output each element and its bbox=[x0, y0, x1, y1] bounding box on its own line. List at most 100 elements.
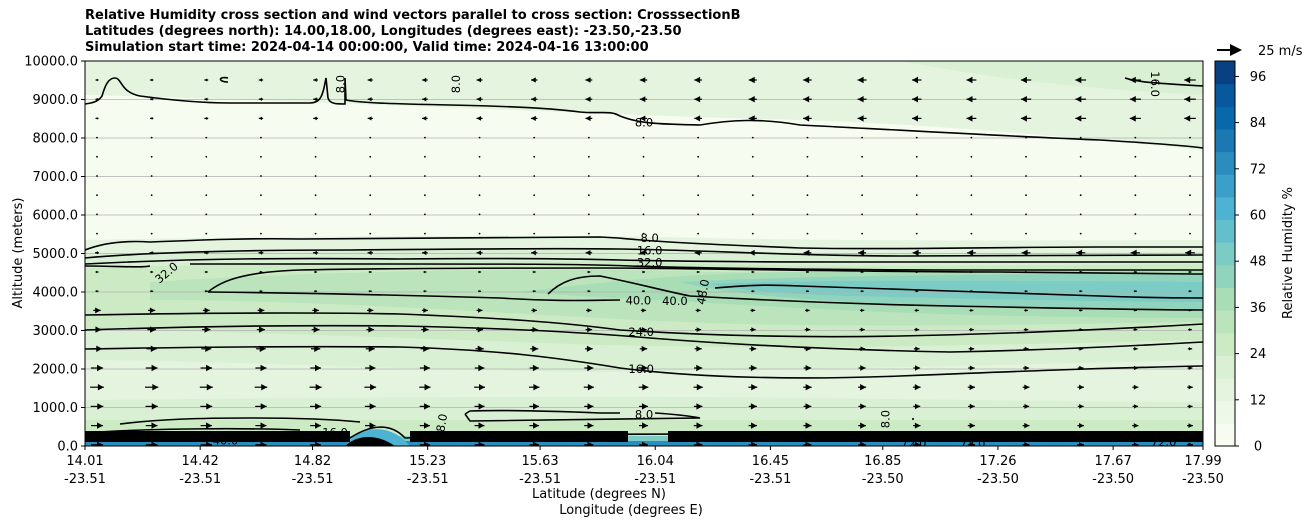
wind-vector-head bbox=[697, 290, 700, 293]
wind-vector-head bbox=[696, 364, 703, 372]
wind-vector-head bbox=[423, 364, 430, 372]
wind-vector-head bbox=[752, 290, 755, 293]
contour-label-group: 40.0 bbox=[626, 293, 652, 307]
colorbar-tick-label: 96 bbox=[1250, 70, 1267, 85]
wind-vector bbox=[1134, 194, 1137, 197]
wind-vector-head bbox=[206, 384, 213, 391]
chart-title: Relative Humidity cross section and wind… bbox=[85, 8, 741, 56]
wind-vector-head bbox=[260, 403, 267, 410]
wind-vector-head bbox=[370, 384, 377, 391]
wind-vector-head bbox=[1130, 249, 1137, 256]
y-tick-label: 1000.0 bbox=[33, 401, 79, 416]
wind-vector bbox=[1189, 232, 1191, 235]
wind-vector bbox=[260, 175, 262, 177]
wind-vector bbox=[533, 194, 536, 197]
wind-vector bbox=[1025, 175, 1027, 177]
plot-area: 8.0 8.0 16.08.08.016.032.032.040.0 40.0 48.0… bbox=[85, 61, 1203, 446]
contour-label: 40.0 bbox=[626, 293, 652, 307]
wind-vector-head bbox=[748, 76, 755, 84]
wind-vector-head bbox=[857, 115, 864, 122]
wind-vector-head bbox=[204, 307, 210, 314]
wind-vector-head bbox=[1189, 290, 1192, 293]
wind-vector-head bbox=[369, 270, 372, 274]
wind-vector bbox=[861, 155, 863, 158]
wind-vector-head bbox=[1079, 384, 1084, 390]
wind-vector-head bbox=[204, 97, 208, 101]
wind-vector bbox=[314, 175, 317, 177]
wind-vector bbox=[1025, 194, 1027, 197]
wind-vector-head bbox=[696, 345, 702, 352]
wind-vector-head bbox=[697, 270, 700, 274]
wind-vector bbox=[1189, 194, 1191, 197]
wind-vector-head bbox=[96, 345, 103, 352]
wind-vector-head bbox=[694, 96, 701, 103]
contour-16-topright bbox=[1124, 77, 1203, 87]
wind-vector-head bbox=[915, 346, 920, 352]
wind-vector-head bbox=[696, 403, 703, 410]
wind-vector-head bbox=[1079, 309, 1083, 312]
contour-label-group: 24.0 bbox=[249, 430, 275, 444]
wind-vector-head bbox=[803, 76, 810, 84]
wind-vector bbox=[697, 232, 700, 235]
wind-vector-head bbox=[258, 250, 263, 255]
wind-vector-head bbox=[587, 441, 594, 446]
wind-vector-head bbox=[966, 115, 973, 122]
contour-8-left-low bbox=[119, 417, 361, 425]
wind-vector-head bbox=[424, 441, 430, 446]
wind-vector bbox=[861, 232, 863, 235]
wind-vector-head bbox=[423, 307, 428, 313]
y-tick-label: 10000.0 bbox=[24, 55, 78, 70]
wind-vector-head bbox=[860, 365, 866, 371]
wind-vector-head bbox=[751, 441, 757, 446]
wind-vector-head bbox=[477, 345, 484, 352]
wind-vector-head bbox=[1188, 442, 1193, 446]
y-tick-label: 7000.0 bbox=[33, 170, 79, 185]
wind-vector bbox=[150, 155, 153, 158]
wind-vector-head bbox=[751, 346, 757, 352]
contour-label: 24.0 bbox=[628, 325, 654, 339]
wind-vector-head bbox=[915, 308, 919, 313]
wind-vector-head bbox=[533, 422, 539, 429]
wind-vector-head bbox=[313, 250, 317, 255]
wind-vector-head bbox=[478, 290, 482, 293]
wind-vector-head bbox=[1184, 115, 1191, 122]
wind-vector bbox=[150, 194, 153, 197]
wind-vector-head bbox=[969, 403, 975, 410]
wind-vector-head bbox=[530, 115, 536, 121]
wind-vector-head bbox=[916, 270, 919, 274]
wind-vector-head bbox=[530, 77, 536, 83]
contour-label-group: 8.0 bbox=[449, 75, 463, 93]
contour-8-mid bbox=[85, 236, 1203, 251]
wind-vector-head bbox=[478, 441, 485, 446]
wind-vector-head bbox=[1020, 96, 1027, 103]
wind-vector-head bbox=[1079, 365, 1084, 371]
x-tick-label-lat: 17.67 bbox=[1095, 454, 1132, 469]
colorbar-label: Relative Humidity % bbox=[1281, 187, 1296, 319]
wind-vector-head bbox=[533, 290, 536, 293]
wind-vector-head bbox=[260, 270, 263, 274]
wind-vector bbox=[424, 175, 426, 177]
wind-vector-head bbox=[1134, 346, 1138, 351]
wind-vector-head bbox=[478, 403, 485, 410]
wind-vector-head bbox=[1079, 422, 1084, 429]
colorbar-swatch bbox=[1215, 196, 1235, 221]
wind-vector-head bbox=[149, 326, 156, 333]
wind-vector-head bbox=[642, 384, 649, 391]
wind-vector-head bbox=[914, 441, 921, 446]
contour-label: 8.0 bbox=[433, 413, 450, 433]
contour-label: 8.0 bbox=[635, 116, 653, 130]
wind-vector-head bbox=[1133, 404, 1139, 409]
x-tick-label-lat: 16.85 bbox=[864, 454, 901, 469]
surface-band-center bbox=[410, 431, 628, 442]
wind-vector bbox=[642, 136, 645, 139]
wind-vector bbox=[970, 175, 973, 177]
wind-vector-head bbox=[1024, 346, 1029, 351]
wind-vector-head bbox=[478, 422, 485, 429]
wind-vector bbox=[260, 213, 262, 216]
wind-vector bbox=[424, 232, 426, 235]
wind-vector bbox=[533, 232, 536, 235]
wind-vector-head bbox=[912, 76, 919, 84]
wind-vector bbox=[1189, 175, 1191, 177]
wind-vector-head bbox=[97, 364, 104, 372]
